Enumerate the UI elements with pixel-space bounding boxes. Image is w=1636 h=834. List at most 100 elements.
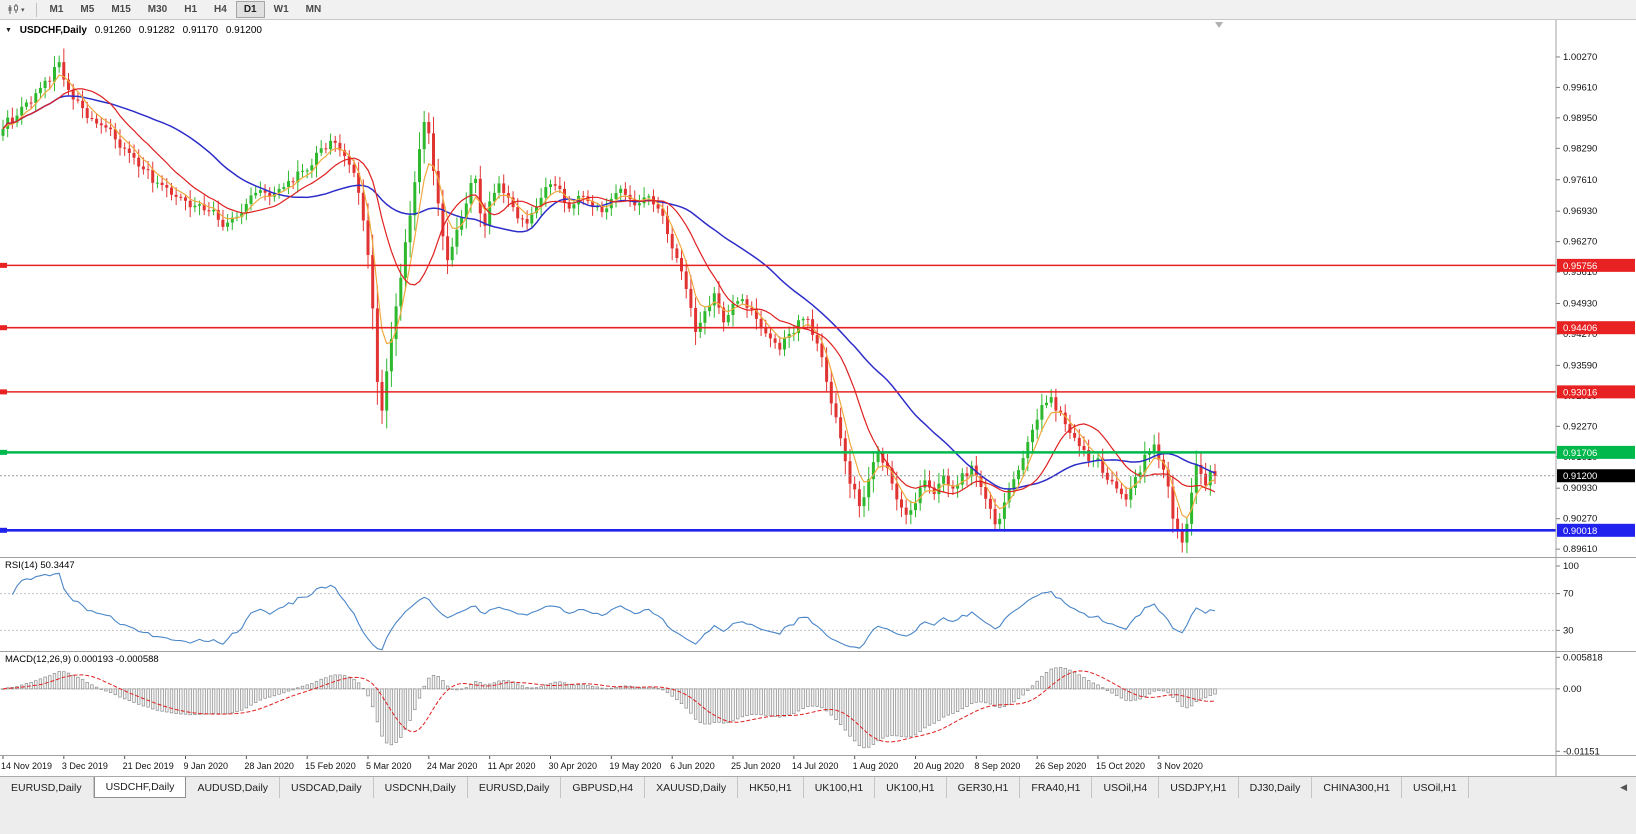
chart-symbol: USDCHF,Daily	[19, 25, 87, 36]
chart-tab-dj30-daily[interactable]: DJ30,Daily	[1238, 777, 1313, 798]
chart-tab-audusd-daily[interactable]: AUDUSD,Daily	[186, 777, 281, 798]
timeframe-button-d1[interactable]: D1	[235, 1, 265, 18]
ma-13-line	[2, 88, 1216, 495]
rsi-pane[interactable]: 100 70 30	[0, 557, 1636, 651]
date-axis-label: 25 Jun 2020	[731, 761, 781, 771]
chart-tab-usdchf-daily[interactable]: USDCHF,Daily	[93, 777, 187, 798]
date-axis-label: 28 Jan 2020	[244, 761, 294, 771]
chart-tab-uk100-h1[interactable]: UK100,H1	[803, 777, 876, 798]
chart-tab-eurusd-daily[interactable]: EURUSD,Daily	[467, 777, 562, 798]
date-axis-label: 14 Jul 2020	[792, 761, 839, 771]
macd-indicator-label: MACD(12,26,9) 0.000193 -0.000588	[5, 654, 159, 665]
chart-tab-usoil-h4[interactable]: USOil,H4	[1092, 777, 1160, 798]
date-axis-label: 5 Mar 2020	[366, 761, 412, 771]
price-axis-label: 0.99610	[1563, 82, 1597, 93]
macd-axis-label: 0.005818	[1563, 652, 1603, 663]
macd-pane[interactable]: 0.005818 0.00 -0.01151	[0, 651, 1636, 758]
date-axis-label: 14 Nov 2019	[1, 761, 52, 771]
chart-tool-button[interactable]: ▾	[4, 2, 28, 17]
date-axis-label: 15 Feb 2020	[305, 761, 356, 771]
price-level-badge-text: 0.91706	[1563, 448, 1597, 459]
price-axis-label: 0.94930	[1563, 299, 1597, 310]
rsi-axis-label: 30	[1563, 625, 1574, 636]
date-axis-label: 6 Jun 2020	[670, 761, 715, 771]
ohlc-open: 0.91260	[94, 25, 131, 36]
timeframe-button-m30[interactable]: M30	[140, 1, 175, 18]
price-axis-label: 0.90270	[1563, 514, 1597, 525]
date-axis-label: 21 Dec 2019	[123, 761, 174, 771]
line-left-marker	[0, 527, 7, 533]
date-axis-label: 8 Sep 2020	[974, 761, 1020, 771]
timeframe-button-m15[interactable]: M15	[103, 1, 138, 18]
chart-tab-usdjpy-h1[interactable]: USDJPY,H1	[1159, 777, 1239, 798]
price-axis-label: 1.00270	[1563, 52, 1597, 63]
timeframe-group: M1 M5 M15 M30 H1 H4 D1 W1 MN	[42, 1, 330, 18]
price-axis-label: 0.98290	[1563, 143, 1597, 154]
collapse-triangle-icon[interactable]: ▼	[5, 27, 12, 34]
macd-signal-line	[2, 670, 1216, 743]
dropdown-caret-icon: ▾	[21, 6, 25, 14]
macd-axis-label: -0.01151	[1563, 746, 1600, 757]
timeframe-button-mn[interactable]: MN	[298, 1, 330, 18]
chart-tab-eurusd-daily[interactable]: EURUSD,Daily	[0, 777, 94, 798]
ma-34-line	[2, 95, 1216, 490]
chart-tab-xauusd-daily[interactable]: XAUUSD,Daily	[645, 777, 739, 798]
price-axis-label: 0.97610	[1563, 175, 1597, 186]
chart-tab-usoil-h1[interactable]: USOil,H1	[1401, 777, 1469, 798]
price-level-badge	[1557, 321, 1635, 335]
chart-tab-ger30-h1[interactable]: GER30,H1	[946, 777, 1021, 798]
price-axis-label: 0.90930	[1563, 483, 1597, 494]
date-axis-label: 20 Aug 2020	[914, 761, 965, 771]
price-axis-label: 0.93590	[1563, 360, 1597, 371]
price-axis-label: 0.95610	[1563, 267, 1597, 278]
chart-tab-fra40-h1[interactable]: FRA40,H1	[1020, 777, 1093, 798]
line-left-marker	[0, 325, 7, 331]
timeframe-button-h4[interactable]: H4	[206, 1, 235, 18]
chart-shift-marker[interactable]	[1215, 22, 1223, 28]
macd-axis-label: 0.00	[1563, 684, 1582, 695]
line-left-marker	[0, 389, 7, 395]
rsi-indicator-label: RSI(14) 50.3447	[5, 560, 75, 571]
chart-tab-uk100-h1[interactable]: UK100,H1	[875, 777, 947, 798]
chart-tab-gbpusd-h4[interactable]: GBPUSD,H4	[561, 777, 646, 798]
tab-scroll-left-button[interactable]: ◀	[1620, 782, 1627, 792]
date-axis[interactable]: 14 Nov 2019 3 Dec 2019 21 Dec 2019 9 Jan 20…	[0, 755, 1636, 772]
timeframe-toolbar: ▾ M1 M5 M15 M30 H1 H4 D1 W1 MN	[0, 0, 1636, 20]
price-level-badge-text: 0.90018	[1563, 526, 1597, 537]
timeframe-button-h1[interactable]: H1	[176, 1, 205, 18]
rsi-axis-label: 100	[1563, 561, 1579, 572]
price-level-badge-text: 0.93016	[1563, 387, 1597, 398]
main-price-pane[interactable]	[0, 20, 1636, 776]
price-level-badge	[1557, 523, 1635, 537]
price-level-badge	[1557, 258, 1635, 272]
chart-tab-hk50-h1[interactable]: HK50,H1	[738, 777, 804, 798]
date-axis-label: 3 Dec 2019	[62, 761, 108, 771]
date-axis-label: 24 Mar 2020	[427, 761, 478, 771]
date-axis-label: 9 Jan 2020	[184, 761, 229, 771]
timeframe-button-m5[interactable]: M5	[72, 1, 102, 18]
price-level-badge-text: 0.94406	[1563, 323, 1597, 334]
price-level-badge	[1557, 385, 1635, 399]
chart-tab-usdcad-daily[interactable]: USDCAD,Daily	[280, 777, 374, 798]
chart-tool-icon	[8, 4, 18, 14]
timeframe-button-m1[interactable]: M1	[42, 1, 72, 18]
date-axis-label: 19 May 2020	[609, 761, 661, 771]
date-axis-label: 15 Oct 2020	[1096, 761, 1145, 771]
line-left-marker	[0, 262, 7, 268]
price-axis-label: 0.96930	[1563, 206, 1597, 217]
price-level-badge	[1557, 445, 1635, 459]
price-axis[interactable]: 1.00270 0.99610 0.98950 0.98290 0.97610 0.969…	[1555, 20, 1636, 776]
chart-tab-china300-h1[interactable]: CHINA300,H1	[1312, 777, 1402, 798]
price-level-badge-text: 0.95756	[1563, 261, 1597, 272]
chart-tab-usdcnh-daily[interactable]: USDCNH,Daily	[373, 777, 468, 798]
rsi-line	[11, 572, 1216, 651]
chart-title: ▼ USDCHF,Daily 0.91260 0.91282 0.91170 0…	[5, 25, 267, 36]
toolbar-separator	[35, 2, 37, 17]
price-level-badge	[1557, 469, 1635, 483]
timeframe-button-w1[interactable]: W1	[266, 1, 297, 18]
price-axis-label: 0.96270	[1563, 237, 1597, 248]
date-axis-label: 3 Nov 2020	[1157, 761, 1203, 771]
date-axis-label: 30 Apr 2020	[549, 761, 598, 771]
chart-canvas[interactable]: 1.00270 0.99610 0.98950 0.98290 0.97610 0.969…	[0, 0, 1636, 776]
